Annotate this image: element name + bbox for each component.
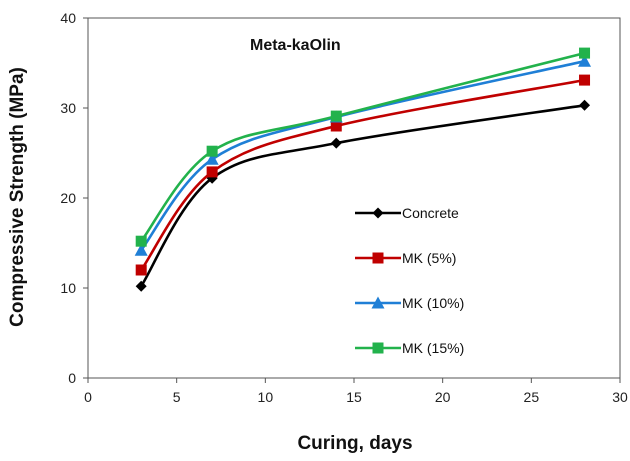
series-layer — [134, 47, 592, 292]
data-point — [206, 145, 218, 157]
data-point — [578, 54, 592, 67]
legend-marker — [372, 207, 384, 219]
x-tick-label: 5 — [173, 389, 181, 405]
legend-marker — [372, 252, 384, 264]
data-point — [135, 264, 147, 276]
data-point — [579, 99, 591, 111]
y-tick-label: 40 — [60, 10, 76, 26]
x-tick-label: 15 — [346, 389, 362, 405]
series-1 — [135, 99, 591, 292]
y-tick-label: 0 — [68, 370, 76, 386]
legend: Concrete MK (5%) MK (10%) MK (15%) — [355, 205, 464, 356]
chart-title: Meta-kaOlin — [250, 37, 341, 54]
x-tick-label: 25 — [524, 389, 540, 405]
x-tick-label: 20 — [435, 389, 451, 405]
legend-item: MK (5%) — [355, 250, 456, 266]
legend-label: MK (15%) — [402, 340, 464, 356]
data-point — [579, 74, 591, 86]
data-point — [135, 235, 147, 247]
series-line — [140, 51, 585, 243]
legend-item: MK (15%) — [355, 340, 464, 356]
axes: 0 5 10 15 20 25 30 0 10 20 30 40 — [60, 10, 628, 405]
series-4 — [135, 47, 591, 247]
y-tick-label: 10 — [60, 280, 76, 296]
y-tick-label: 20 — [60, 190, 76, 206]
data-point — [579, 47, 591, 59]
legend-item: MK (10%) — [355, 295, 464, 311]
series-line — [140, 59, 585, 251]
series-3 — [134, 54, 592, 256]
legend-label: MK (10%) — [402, 295, 464, 311]
data-point — [134, 243, 148, 256]
series-line — [140, 78, 585, 271]
data-point — [205, 152, 219, 165]
y-axis-title: Compressive Strength (MPa) — [7, 67, 28, 327]
legend-item: Concrete — [355, 205, 459, 221]
x-tick-label: 30 — [612, 389, 628, 405]
data-point — [330, 110, 342, 122]
data-point — [330, 120, 342, 132]
series-line — [140, 104, 585, 287]
data-point — [330, 137, 342, 149]
legend-marker — [372, 342, 384, 354]
x-axis-title: Curing, days — [297, 433, 412, 454]
data-point — [135, 280, 147, 292]
y-tick-label: 30 — [60, 100, 76, 116]
x-tick-label: 10 — [258, 389, 274, 405]
legend-label: Concrete — [402, 205, 459, 221]
x-tick-label: 0 — [84, 389, 92, 405]
data-point — [206, 166, 218, 178]
series-2 — [135, 74, 591, 276]
legend-label: MK (5%) — [402, 250, 456, 266]
legend-marker — [371, 296, 385, 309]
